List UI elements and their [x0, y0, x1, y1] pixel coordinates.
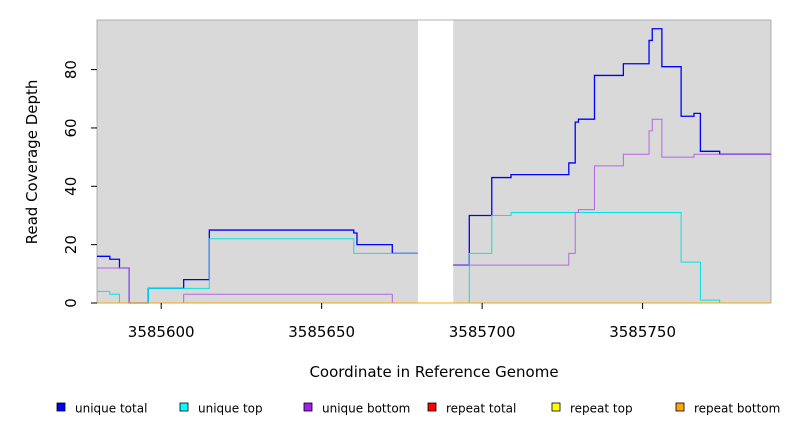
series-line-unique-top — [97, 238, 418, 304]
series-line-unique-total — [97, 229, 418, 304]
y-tick-label: 80 — [62, 60, 80, 79]
legend-label: unique bottom — [322, 402, 410, 416]
series-line-unique-bottom — [453, 118, 771, 266]
plot-panel-left — [97, 20, 418, 303]
legend-swatch — [427, 402, 437, 412]
series-line-unique-bottom — [97, 267, 418, 304]
series-layer — [97, 28, 771, 304]
x-axis-title: Coordinate in Reference Genome — [309, 363, 558, 381]
y-tick-label: 0 — [62, 298, 80, 308]
legend-item: unique total — [56, 402, 147, 416]
y-tick-label: 40 — [62, 177, 80, 196]
x-tick-label: 3585750 — [609, 323, 676, 341]
legend-label: unique top — [198, 402, 263, 416]
legend: unique total unique top unique bottom repea… — [56, 402, 780, 416]
x-tick-label: 3585650 — [288, 323, 355, 341]
x-tick-label: 3585600 — [128, 323, 195, 341]
y-axis-title: Read Coverage Depth — [23, 80, 41, 245]
legend-swatch — [179, 402, 189, 412]
legend-item: repeat top — [551, 402, 633, 416]
legend-item: repeat bottom — [675, 402, 780, 416]
legend-item: unique bottom — [303, 402, 410, 416]
plot-background — [96, 19, 772, 304]
legend-swatch — [56, 402, 66, 412]
axes-layer: 3585600 3585650 3585700 3585750 0 20 40 60 80 — [62, 60, 676, 341]
series-line-unique-total — [453, 28, 771, 266]
y-tick-label: 60 — [62, 118, 80, 137]
plot-panel-right — [453, 20, 771, 303]
legend-label: unique total — [75, 402, 147, 416]
x-tick-label: 3585700 — [449, 323, 516, 341]
legend-label: repeat bottom — [694, 402, 780, 416]
series-line-unique-top — [453, 212, 771, 304]
legend-item: unique top — [179, 402, 263, 416]
legend-swatch — [675, 402, 685, 412]
y-tick-label: 20 — [62, 235, 80, 254]
legend-swatch — [303, 402, 313, 412]
legend-swatch — [551, 402, 561, 412]
legend-label: repeat total — [446, 402, 516, 416]
legend-item: repeat total — [427, 402, 516, 416]
legend-label: repeat top — [570, 402, 633, 416]
